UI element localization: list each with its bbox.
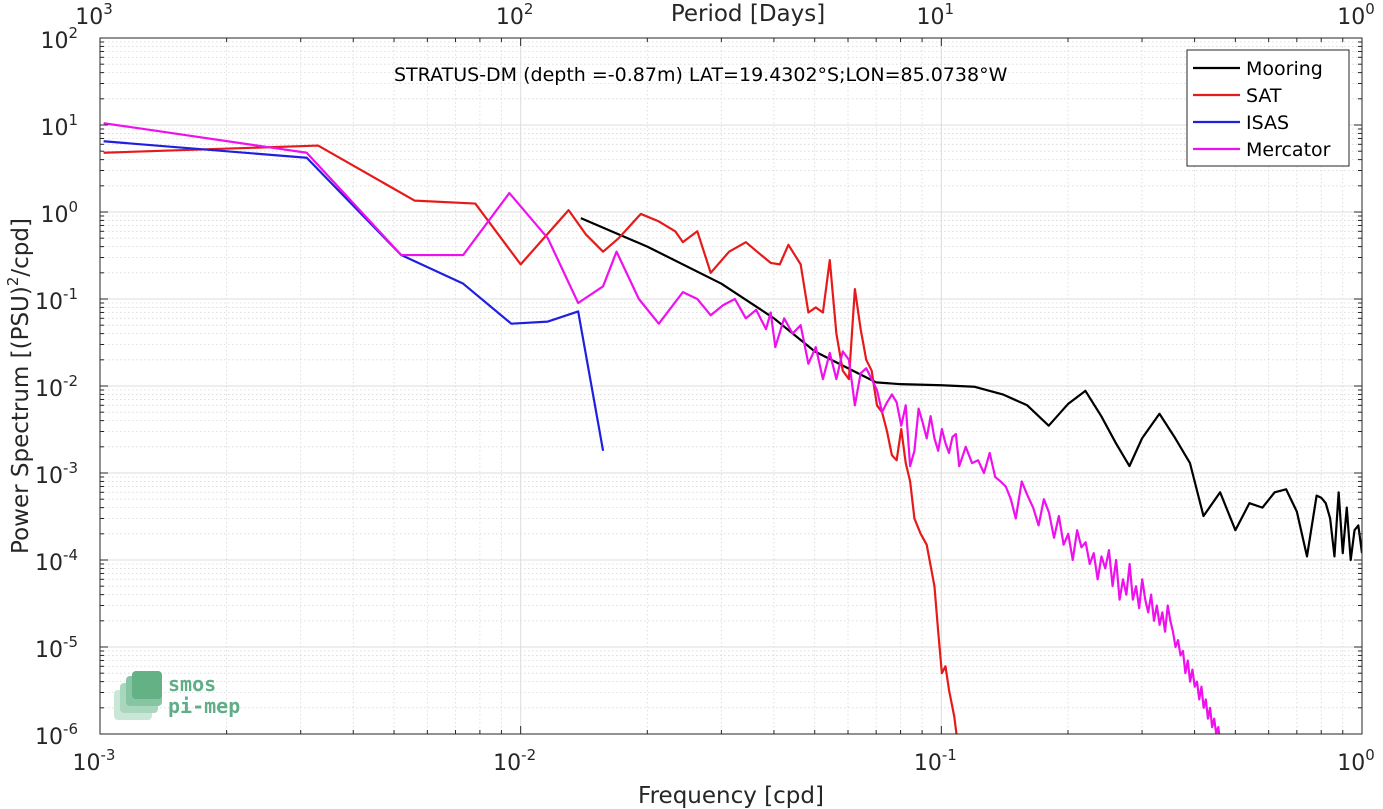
y-tick-label: 10-5 xyxy=(35,633,78,663)
series-line-mooring xyxy=(580,217,1362,562)
x-tick-label: 100 xyxy=(1337,746,1375,776)
legend-label-isas: ISAS xyxy=(1246,112,1289,134)
y-tick-label: 10-3 xyxy=(35,459,78,489)
legend-label-mooring: Mooring xyxy=(1246,58,1323,80)
logo-text-pimep: pi-mep xyxy=(168,694,240,718)
y-tick-label: 100 xyxy=(40,198,78,228)
y-tick-label: 102 xyxy=(40,24,78,54)
y-axis-label-unit: /cpd] xyxy=(8,218,34,277)
chart-title: STRATUS-DM (depth =-0.87m) LAT=19.4302°S… xyxy=(394,64,1008,86)
y-axis-label-main: Power Spectrum [(PSU) xyxy=(8,286,34,554)
series-line-isas xyxy=(103,140,605,451)
y-tick-label: 10-4 xyxy=(35,546,78,576)
y-tick-label: 101 xyxy=(40,111,78,141)
logo-text-smos: smos xyxy=(168,672,216,696)
top-tick-label: 100 xyxy=(1337,0,1375,30)
top-tick-label: 103 xyxy=(75,0,113,30)
series-group xyxy=(103,122,1362,734)
series-line-mercator xyxy=(103,122,1221,734)
x-tick-label: 10-3 xyxy=(73,746,116,776)
x-tick-label: 10-2 xyxy=(493,746,536,776)
top-tick-label: 101 xyxy=(917,0,955,30)
y-axis-label: Power Spectrum [(PSU)2/cpd] xyxy=(4,218,34,554)
smos-logo-mark xyxy=(114,671,162,720)
legend-box xyxy=(1186,49,1350,167)
legend-label-mercator: Mercator xyxy=(1246,139,1331,161)
legend: Mooring SAT ISAS Mercator xyxy=(1186,49,1350,167)
y-axis-label-exponent: 2 xyxy=(4,277,22,287)
series-line-sat xyxy=(103,144,958,734)
axis-ticks xyxy=(99,37,1363,735)
smos-logo: smos pi-mep xyxy=(114,671,240,720)
legend-items: Mooring SAT ISAS Mercator xyxy=(1193,58,1331,161)
legend-label-sat: SAT xyxy=(1246,85,1282,107)
y-tick-label: 10-1 xyxy=(35,285,78,315)
y-tick-label: 10-2 xyxy=(35,372,78,402)
top-axis-label: Period [Days] xyxy=(671,1,825,27)
top-tick-label: 102 xyxy=(496,0,534,30)
x-tick-label: 10-1 xyxy=(914,746,957,776)
y-tick-label: 10-6 xyxy=(35,720,78,750)
x-axis-label: Frequency [cpd] xyxy=(638,783,824,809)
